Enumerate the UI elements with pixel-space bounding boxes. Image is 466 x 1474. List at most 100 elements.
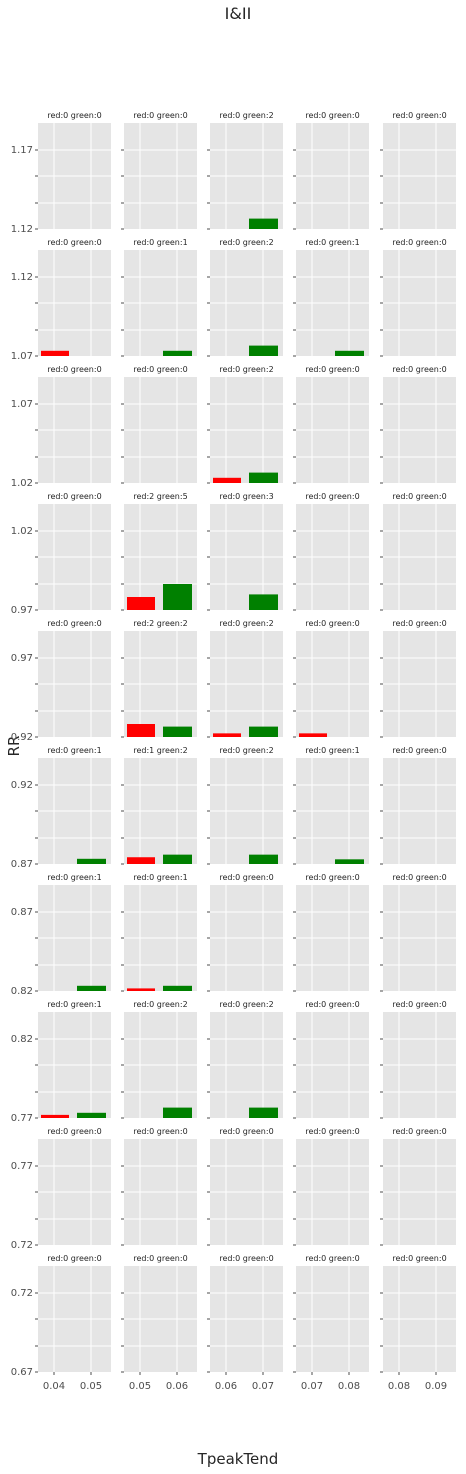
bar-green xyxy=(249,472,278,483)
x-tick-label: 0.04 xyxy=(43,1381,65,1392)
panel-title: red:0 green:0 xyxy=(305,873,359,882)
bar-green xyxy=(163,854,192,864)
panel-r9-c3: red:0 green:0 0.07 0.08 xyxy=(293,1254,369,1392)
panel-title: red:0 green:0 xyxy=(47,1127,101,1136)
bar-red xyxy=(127,724,155,737)
panel-title: red:2 green:5 xyxy=(133,492,187,501)
panel-r1-c0: red:0 green:0 1.12 1.07 xyxy=(11,238,111,362)
panel-r5-c3: red:0 green:1 xyxy=(293,746,369,865)
panel-title: red:0 green:0 xyxy=(305,111,359,120)
panel-title: red:0 green:0 xyxy=(133,1127,187,1136)
y-tick-label: 0.92 xyxy=(11,780,33,791)
panel-r7-c1: red:0 green:2 xyxy=(121,1000,197,1119)
panel-r0-c1: red:0 green:0 xyxy=(121,111,197,230)
x-tick-label: 0.08 xyxy=(388,1381,410,1392)
panel-r4-c4: red:0 green:0 xyxy=(380,619,456,738)
panel-title: red:0 green:0 xyxy=(219,1127,273,1136)
panel-title: red:0 green:1 xyxy=(47,746,101,755)
bar-red xyxy=(41,1114,69,1118)
panel-r8-c2: red:0 green:0 xyxy=(207,1127,283,1246)
panel-title: red:0 green:0 xyxy=(133,365,187,374)
panel-r1-c4: red:0 green:0 xyxy=(380,238,456,357)
bar-red xyxy=(213,733,241,737)
panel-r7-c3: red:0 green:0 xyxy=(293,1000,369,1119)
bar-green xyxy=(163,350,192,356)
y-tick-label: 0.67 xyxy=(11,1367,33,1378)
panel-r7-c4: red:0 green:0 xyxy=(380,1000,456,1119)
y-tick-label: 1.02 xyxy=(11,526,33,537)
y-tick-label: 1.12 xyxy=(11,224,33,235)
bar-green xyxy=(77,858,106,864)
panel-title: red:0 green:0 xyxy=(392,111,446,120)
x-tick-label: 0.06 xyxy=(166,1381,188,1392)
bar-red xyxy=(127,988,155,991)
panel-title: red:0 green:0 xyxy=(392,746,446,755)
x-tick-label: 0.09 xyxy=(425,1381,447,1392)
bar-red xyxy=(127,597,155,610)
bar-red xyxy=(213,477,241,483)
panel-r2-c4: red:0 green:0 xyxy=(380,365,456,484)
panel-r1-c2: red:0 green:2 xyxy=(207,238,283,357)
panel-title: red:0 green:0 xyxy=(305,1254,359,1263)
bar-red xyxy=(41,350,69,356)
y-tick-label: 1.02 xyxy=(11,478,33,489)
panel-r1-c1: red:0 green:1 xyxy=(121,238,197,357)
panel-r3-c0: red:0 green:0 1.02 0.97 xyxy=(11,492,111,616)
panel-r8-c3: red:0 green:0 xyxy=(293,1127,369,1246)
panel-title: red:0 green:0 xyxy=(219,1254,273,1263)
bar-green xyxy=(249,345,278,356)
bar-green xyxy=(163,726,192,737)
panel-r8-c0: red:0 green:0 0.77 0.72 xyxy=(11,1127,111,1251)
panel-title: red:0 green:0 xyxy=(305,1127,359,1136)
x-tick-label: 0.07 xyxy=(301,1381,323,1392)
panel-title: red:0 green:2 xyxy=(133,1000,187,1009)
panel-r0-c3: red:0 green:0 xyxy=(293,111,369,230)
chart-title: I&II xyxy=(225,4,252,23)
panel-title: red:0 green:0 xyxy=(392,873,446,882)
panel-title: red:0 green:0 xyxy=(47,1254,101,1263)
panel-r4-c2: red:0 green:2 xyxy=(207,619,283,738)
panel-r7-c0: red:0 green:1 0.82 0.77 xyxy=(11,1000,111,1124)
bar-green xyxy=(249,1107,278,1118)
panel-r2-c0: red:0 green:0 1.07 1.02 xyxy=(11,365,111,489)
panel-title: red:0 green:0 xyxy=(305,1000,359,1009)
y-tick-label: 0.92 xyxy=(11,732,33,743)
panel-title: red:0 green:0 xyxy=(392,1127,446,1136)
panel-title: red:0 green:0 xyxy=(392,1000,446,1009)
bar-red xyxy=(127,857,155,864)
panel-r6-c3: red:0 green:0 xyxy=(293,873,369,992)
y-tick-label: 0.97 xyxy=(11,605,33,616)
bar-green xyxy=(249,854,278,864)
panel-r0-c4: red:0 green:0 xyxy=(380,111,456,230)
panel-title: red:0 green:0 xyxy=(133,111,187,120)
panel-r8-c4: red:0 green:0 xyxy=(380,1127,456,1246)
panel-title: red:0 green:0 xyxy=(392,365,446,374)
bar-green xyxy=(163,584,192,610)
y-tick-label: 0.82 xyxy=(11,986,33,997)
panel-r3-c3: red:0 green:0 xyxy=(293,492,369,611)
panel-r6-c2: red:0 green:0 xyxy=(207,873,283,992)
panel-title: red:0 green:1 xyxy=(133,873,187,882)
panel-r0-c2: red:0 green:2 xyxy=(207,111,283,230)
panel-r2-c2: red:0 green:2 xyxy=(207,365,283,484)
bar-green xyxy=(77,1112,106,1118)
panel-title: red:0 green:0 xyxy=(392,492,446,501)
panel-r3-c1: red:2 green:5 xyxy=(121,492,197,611)
panel-title: red:1 green:2 xyxy=(133,746,187,755)
panel-title: red:0 green:2 xyxy=(219,1000,273,1009)
panel-r5-c4: red:0 green:0 xyxy=(380,746,456,865)
bar-green xyxy=(249,594,278,610)
y-tick-label: 1.07 xyxy=(11,351,33,362)
y-tick-label: 0.77 xyxy=(11,1161,33,1172)
panel-title: red:0 green:0 xyxy=(47,238,101,247)
bar-green xyxy=(249,218,278,229)
panel-title: red:0 green:0 xyxy=(305,492,359,501)
panel-r5-c2: red:0 green:2 xyxy=(207,746,283,865)
panel-title: red:0 green:0 xyxy=(47,365,101,374)
bar-red xyxy=(299,733,327,737)
panel-title: red:0 green:1 xyxy=(305,746,359,755)
panel-r7-c2: red:0 green:2 xyxy=(207,1000,283,1119)
panel-title: red:0 green:1 xyxy=(47,873,101,882)
panel-r9-c1: red:0 green:0 0.05 0.06 xyxy=(121,1254,197,1392)
